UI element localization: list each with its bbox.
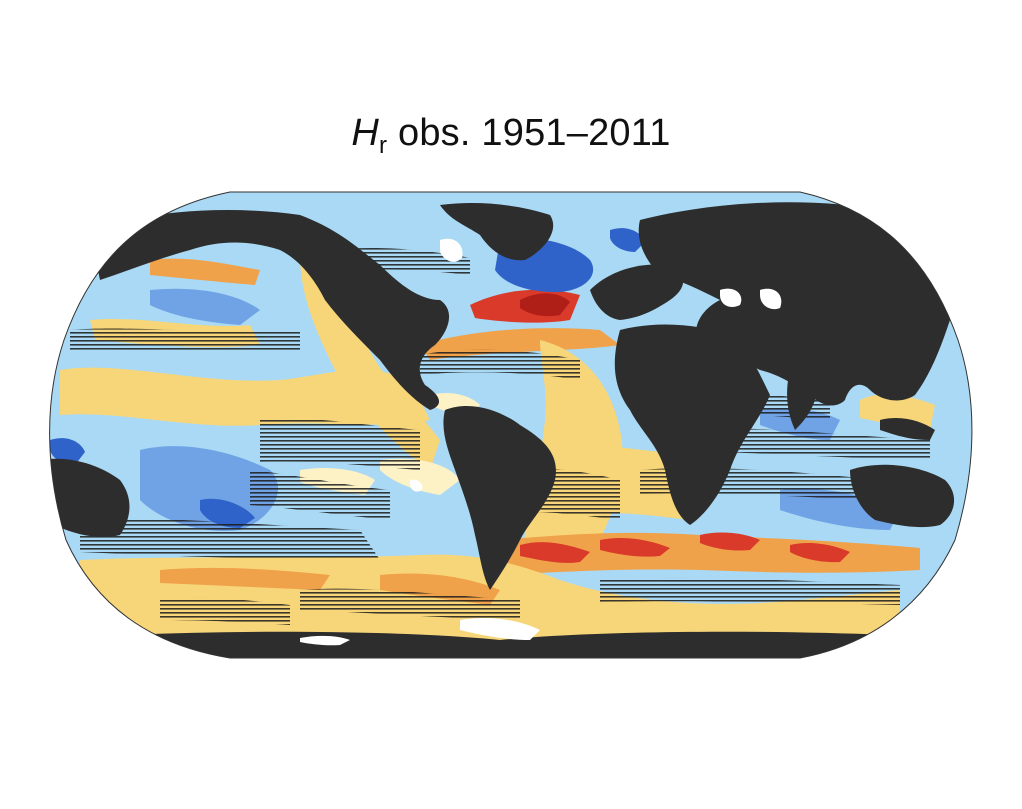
map-field (40, 180, 990, 680)
